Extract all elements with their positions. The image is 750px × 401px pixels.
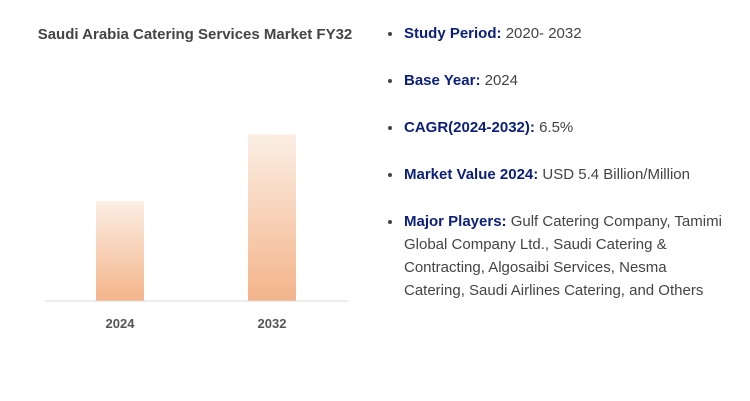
x-tick-label: 2032	[258, 316, 287, 331]
x-tick-label: 2024	[106, 316, 136, 331]
fact-value: USD 5.4 Billion/Million	[542, 166, 690, 183]
bar-chart: 2024 2032	[45, 134, 348, 331]
fact-value: 6.5%	[539, 119, 574, 136]
fact-value: 2024	[484, 72, 518, 89]
bar-2032	[248, 134, 296, 301]
fact-base-year: Base Year: 2024	[388, 69, 728, 92]
fact-label: Major Players:	[404, 213, 507, 230]
fact-market-value: Market Value 2024: USD 5.4 Billion/Milli…	[388, 163, 728, 186]
fact-label: Market Value 2024:	[404, 166, 539, 183]
fact-study-period: Study Period: 2020- 2032	[388, 22, 728, 45]
fact-value: Gulf Catering Company, Tamimi Global Com…	[404, 213, 722, 299]
fact-value: 2020- 2032	[505, 25, 582, 42]
bar-2024	[96, 201, 144, 301]
market-facts-list: Study Period: 2020- 2032 Base Year: 2024…	[388, 22, 728, 326]
fact-label: CAGR(2024-2032):	[404, 119, 535, 136]
fact-major-players: Major Players: Gulf Catering Company, Ta…	[388, 210, 728, 302]
fact-cagr: CAGR(2024-2032): 6.5%	[388, 116, 728, 139]
chart-title: Saudi Arabia Catering Services Market FY…	[37, 26, 353, 43]
fact-label: Base Year:	[404, 72, 481, 89]
fact-label: Study Period:	[404, 25, 502, 42]
